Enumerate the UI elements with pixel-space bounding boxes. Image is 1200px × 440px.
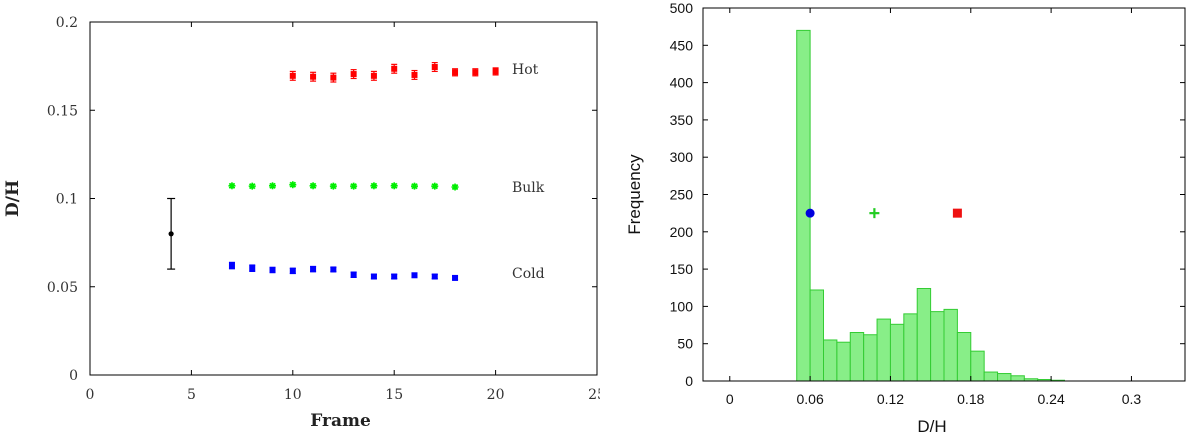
marker-hot: [952, 208, 962, 218]
data-point: [391, 65, 398, 72]
histogram-bar: [1010, 375, 1025, 382]
histogram-bar: [849, 332, 865, 382]
histogram-bar: [823, 339, 838, 382]
data-point: [431, 64, 438, 71]
marker-bulk: [869, 208, 880, 219]
data-point: [390, 182, 398, 190]
y-tick-label: 50: [677, 336, 693, 352]
data-point: [452, 274, 459, 281]
data-point: [249, 265, 256, 272]
histogram-bars: [796, 29, 1066, 382]
y-tick-label: 100: [670, 298, 694, 314]
series-label-bulk: Bulk: [512, 180, 545, 196]
data-point: [472, 69, 479, 76]
x-axis-label: Frame: [310, 411, 371, 431]
histogram-bar: [943, 308, 958, 382]
y-tick-label: 450: [670, 37, 694, 53]
data-point: [309, 182, 317, 190]
histogram-bar: [836, 341, 851, 382]
x-tick-label: 15: [385, 387, 403, 403]
data-point: [168, 231, 174, 237]
x-tick-label: 25: [588, 387, 600, 403]
histogram-bar: [863, 334, 878, 382]
data-point: [492, 68, 499, 75]
histogram-bar: [970, 350, 985, 382]
scatter-chart: 0 5 10 15 20 25 0 0.05 0.1 0.15 0.2 Frame D/H Hot Bulk…: [3, 15, 600, 431]
data-point: [411, 272, 418, 279]
x-axis-label: D/H: [917, 417, 946, 436]
data-point: [431, 273, 438, 280]
histogram-bar: [930, 311, 945, 382]
series-reference: [167, 197, 176, 270]
histogram-bar: [903, 313, 918, 382]
data-point: [329, 182, 337, 190]
x-tick-label: 0.18: [957, 391, 984, 407]
data-point: [269, 182, 277, 190]
series-cold: [228, 261, 459, 281]
data-point: [451, 183, 459, 191]
series-bulk: [228, 181, 459, 191]
y-tick-label: 200: [670, 224, 694, 240]
y-tick-label: 0: [685, 373, 693, 389]
x-tick-label: 0: [726, 391, 734, 407]
data-point: [248, 182, 256, 190]
x-tick-label: 0.3: [1122, 391, 1142, 407]
data-point: [289, 72, 296, 79]
data-point: [411, 71, 418, 78]
y-tick-label: 0.15: [47, 103, 78, 119]
data-point: [410, 182, 418, 190]
histogram-bar: [809, 289, 825, 382]
y-tick-label: 0.05: [47, 280, 78, 296]
x-tick-label: 5: [187, 387, 196, 403]
histogram-bar: [916, 287, 932, 382]
series-hot: [289, 61, 499, 83]
data-point: [269, 266, 276, 273]
y-tick-label: 0: [69, 368, 78, 384]
y-tick-label: 350: [670, 112, 694, 128]
data-point: [228, 182, 236, 190]
y-tick-label: 0.2: [56, 15, 78, 31]
x-tick-label: 20: [487, 387, 505, 403]
data-point: [350, 71, 357, 78]
histogram-bar: [876, 318, 891, 382]
data-point: [391, 273, 398, 280]
x-tick-label: 0: [86, 387, 95, 403]
data-point: [289, 267, 296, 274]
y-tick-label: 0.1: [56, 192, 78, 208]
histogram-bar: [796, 29, 811, 382]
data-point: [289, 181, 297, 189]
y-tick-label: 150: [670, 261, 694, 277]
data-point: [228, 262, 235, 269]
data-point: [370, 182, 378, 190]
data-point: [330, 266, 337, 273]
x-tick-label: 0.12: [877, 391, 904, 407]
histogram-chart: 0 0.06 0.12 0.18 0.24 0.3 0 50 100 150 200 250 300 35…: [625, 0, 1186, 436]
histogram-bar: [997, 373, 1012, 382]
histogram-bar: [983, 371, 999, 382]
histogram-bar: [889, 323, 905, 382]
data-point: [310, 73, 317, 80]
y-tick-label: 250: [670, 187, 694, 203]
data-point: [431, 182, 439, 190]
data-point: [452, 69, 459, 76]
marker-cold: [805, 208, 815, 218]
data-point: [350, 271, 357, 278]
series-label-hot: Hot: [512, 62, 539, 78]
data-point: [370, 72, 377, 79]
x-tick-label: 10: [284, 387, 302, 403]
x-tick-label: 0.24: [1037, 391, 1064, 407]
y-tick-label: 400: [670, 75, 694, 91]
y-axis-label: Frequency: [625, 154, 644, 235]
x-tick-label: 0.06: [796, 391, 823, 407]
data-point: [310, 266, 317, 273]
y-tick-label: 300: [670, 149, 694, 165]
data-point: [350, 182, 358, 190]
y-tick-label: 500: [670, 0, 694, 16]
series-label-cold: Cold: [512, 266, 545, 282]
y-axis-label: D/H: [3, 180, 23, 217]
data-point: [330, 74, 337, 81]
histogram-bar: [956, 332, 972, 382]
data-point: [370, 273, 377, 280]
